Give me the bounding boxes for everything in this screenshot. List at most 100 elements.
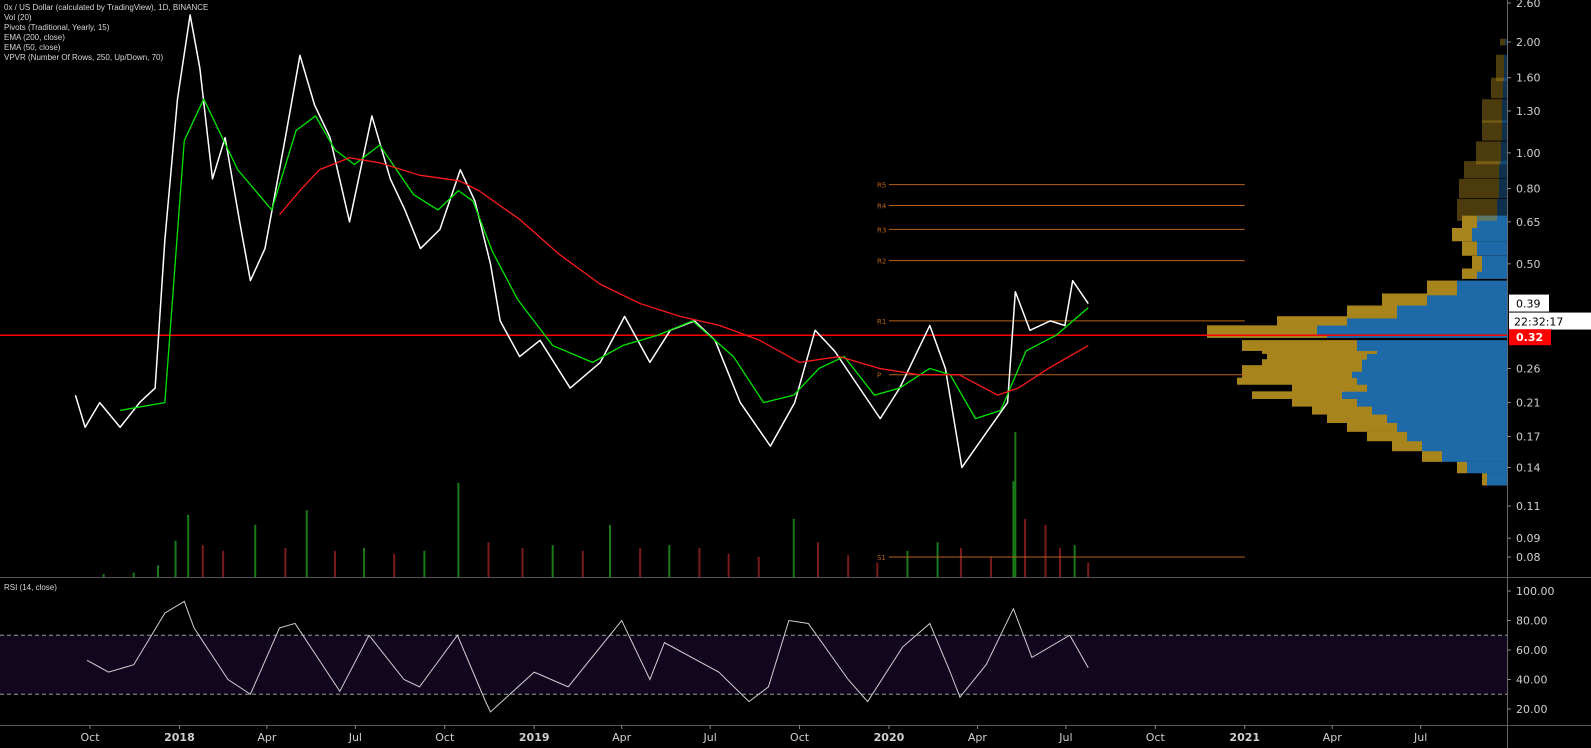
vpvr-down-bar xyxy=(1382,293,1427,306)
vpvr-down-bar xyxy=(1500,38,1505,46)
price-tick-label: 0.21 xyxy=(1516,397,1541,410)
ema200-line xyxy=(279,157,1089,396)
volume-bar xyxy=(757,556,760,577)
vpvr-up-bar xyxy=(1357,398,1507,407)
volume-bar xyxy=(581,550,584,577)
vpvr-down-bar xyxy=(1472,255,1482,272)
volume-bar xyxy=(847,555,850,577)
legend-pivots[interactable]: Pivots (Traditional, Yearly, 15) xyxy=(4,23,110,32)
pivot-label-r4: R4 xyxy=(877,202,887,210)
time-tick-label: Jul xyxy=(348,731,362,744)
volume-bar xyxy=(990,556,993,577)
last-price-label: 0.39 xyxy=(1516,298,1541,311)
vpvr-up-bar xyxy=(1457,280,1507,296)
vpvr-up-bar xyxy=(1342,391,1507,399)
vpvr-up-bar xyxy=(1407,431,1507,442)
vpvr-down-bar xyxy=(1277,316,1347,326)
pivot-label-r3: R3 xyxy=(877,226,886,234)
vpvr-up-bar xyxy=(1477,215,1507,229)
legend-volume[interactable]: Vol (20) xyxy=(4,13,32,22)
volume-bar xyxy=(333,550,336,577)
price-tick-label: 0.26 xyxy=(1516,362,1541,375)
volume-bar xyxy=(668,545,671,577)
time-tick-label: 2018 xyxy=(164,731,195,744)
time-tick-label: Oct xyxy=(80,731,100,744)
vpvr-down-bar xyxy=(1267,353,1367,360)
vpvr-up-bar xyxy=(1317,325,1507,336)
vpvr-down-bar xyxy=(1237,377,1357,385)
volume-bar xyxy=(551,545,554,577)
rsi-tick-label: 80.00 xyxy=(1516,615,1548,628)
volume-bar xyxy=(1044,524,1047,577)
vpvr-down-bar xyxy=(1292,398,1357,407)
symbol-title: 0x / US Dollar (calculated by TradingVie… xyxy=(4,3,209,12)
vpvr-down-bar xyxy=(1482,473,1487,486)
vpvr-down-bar xyxy=(1496,54,1504,82)
legend-ema50[interactable]: EMA (50, close) xyxy=(4,43,61,52)
rsi-tick-label: 20.00 xyxy=(1516,703,1548,716)
time-tick-label: 2021 xyxy=(1229,731,1260,744)
price-tick-label: 0.80 xyxy=(1516,183,1541,196)
price-tick-label: 0.50 xyxy=(1516,258,1541,271)
vpvr-down-bar xyxy=(1452,227,1472,242)
last-price-badge xyxy=(1509,294,1549,312)
volume-bar xyxy=(423,550,426,577)
vpvr-up-bar xyxy=(1357,340,1507,351)
volume-bar xyxy=(393,553,396,577)
legend-vpvr[interactable]: VPVR (Number Of Rows, 250, Up/Down, 70) xyxy=(4,53,164,62)
countdown-badge xyxy=(1509,312,1591,330)
vpvr-up-bar xyxy=(1505,38,1507,46)
volume-bar xyxy=(1024,519,1027,577)
vpvr-up-bar xyxy=(1367,353,1507,360)
vpvr-down-bar xyxy=(1457,461,1467,474)
vpvr-down-bar xyxy=(1464,161,1499,179)
time-tick-label: 2019 xyxy=(519,731,550,744)
vpvr-up-bar xyxy=(1501,141,1507,165)
vpvr-up-bar xyxy=(1502,120,1507,141)
vpvr-down-bar xyxy=(1367,431,1407,442)
vpvr-up-bar xyxy=(1504,54,1507,82)
vpvr-up-bar xyxy=(1362,365,1507,372)
vpvr-up-bar xyxy=(1347,316,1507,326)
vpvr-up-bar xyxy=(1502,99,1507,123)
price-tick-label: 0.65 xyxy=(1516,216,1541,229)
hline-price-label: 0.32 xyxy=(1516,331,1543,344)
volume-bar xyxy=(906,550,909,577)
pivot-label-r1: R1 xyxy=(877,318,886,326)
vpvr-down-bar xyxy=(1347,422,1397,432)
legend-ema200[interactable]: EMA (200, close) xyxy=(4,33,65,42)
vpvr-down-bar xyxy=(1459,178,1499,199)
ema50-line xyxy=(120,98,1089,420)
price-tick-label: 0.11 xyxy=(1516,500,1541,513)
vpvr-down-bar xyxy=(1312,406,1372,415)
hline-price-badge xyxy=(1509,329,1551,346)
time-tick-label: Jul xyxy=(702,731,716,744)
vpvr-up-bar xyxy=(1499,178,1507,199)
volume-bar xyxy=(174,540,177,577)
volume-bar xyxy=(1014,432,1017,577)
vpvr-up-bar xyxy=(1367,384,1507,392)
vpvr-up-bar xyxy=(1362,359,1507,366)
volume-bar xyxy=(222,550,225,577)
volume-bar xyxy=(727,553,730,577)
volume-bar xyxy=(639,548,642,577)
vpvr-up-bar xyxy=(1472,227,1507,242)
vpvr-up-bar xyxy=(1467,461,1507,474)
vpvr-down-bar xyxy=(1482,120,1502,141)
volume-bar xyxy=(876,562,879,577)
volume-bar xyxy=(792,519,795,577)
pivot-label-p: P xyxy=(877,372,881,380)
vpvr-up-bar xyxy=(1372,406,1507,415)
time-tick-label: Apr xyxy=(257,731,277,744)
rsi-legend[interactable]: RSI (14, close) xyxy=(4,583,57,592)
time-tick-label: Oct xyxy=(1146,731,1166,744)
vpvr-down-bar xyxy=(1462,215,1477,229)
vpvr-down-bar xyxy=(1242,371,1352,379)
vpvr-up-bar xyxy=(1497,199,1507,221)
vpvr-down-bar xyxy=(1422,451,1442,462)
chart-legend: 0x / US Dollar (calculated by TradingVie… xyxy=(4,3,208,63)
volume-bar xyxy=(1087,562,1090,577)
vpvr-down-bar xyxy=(1491,77,1503,99)
rsi-tick-label: 40.00 xyxy=(1516,674,1548,687)
